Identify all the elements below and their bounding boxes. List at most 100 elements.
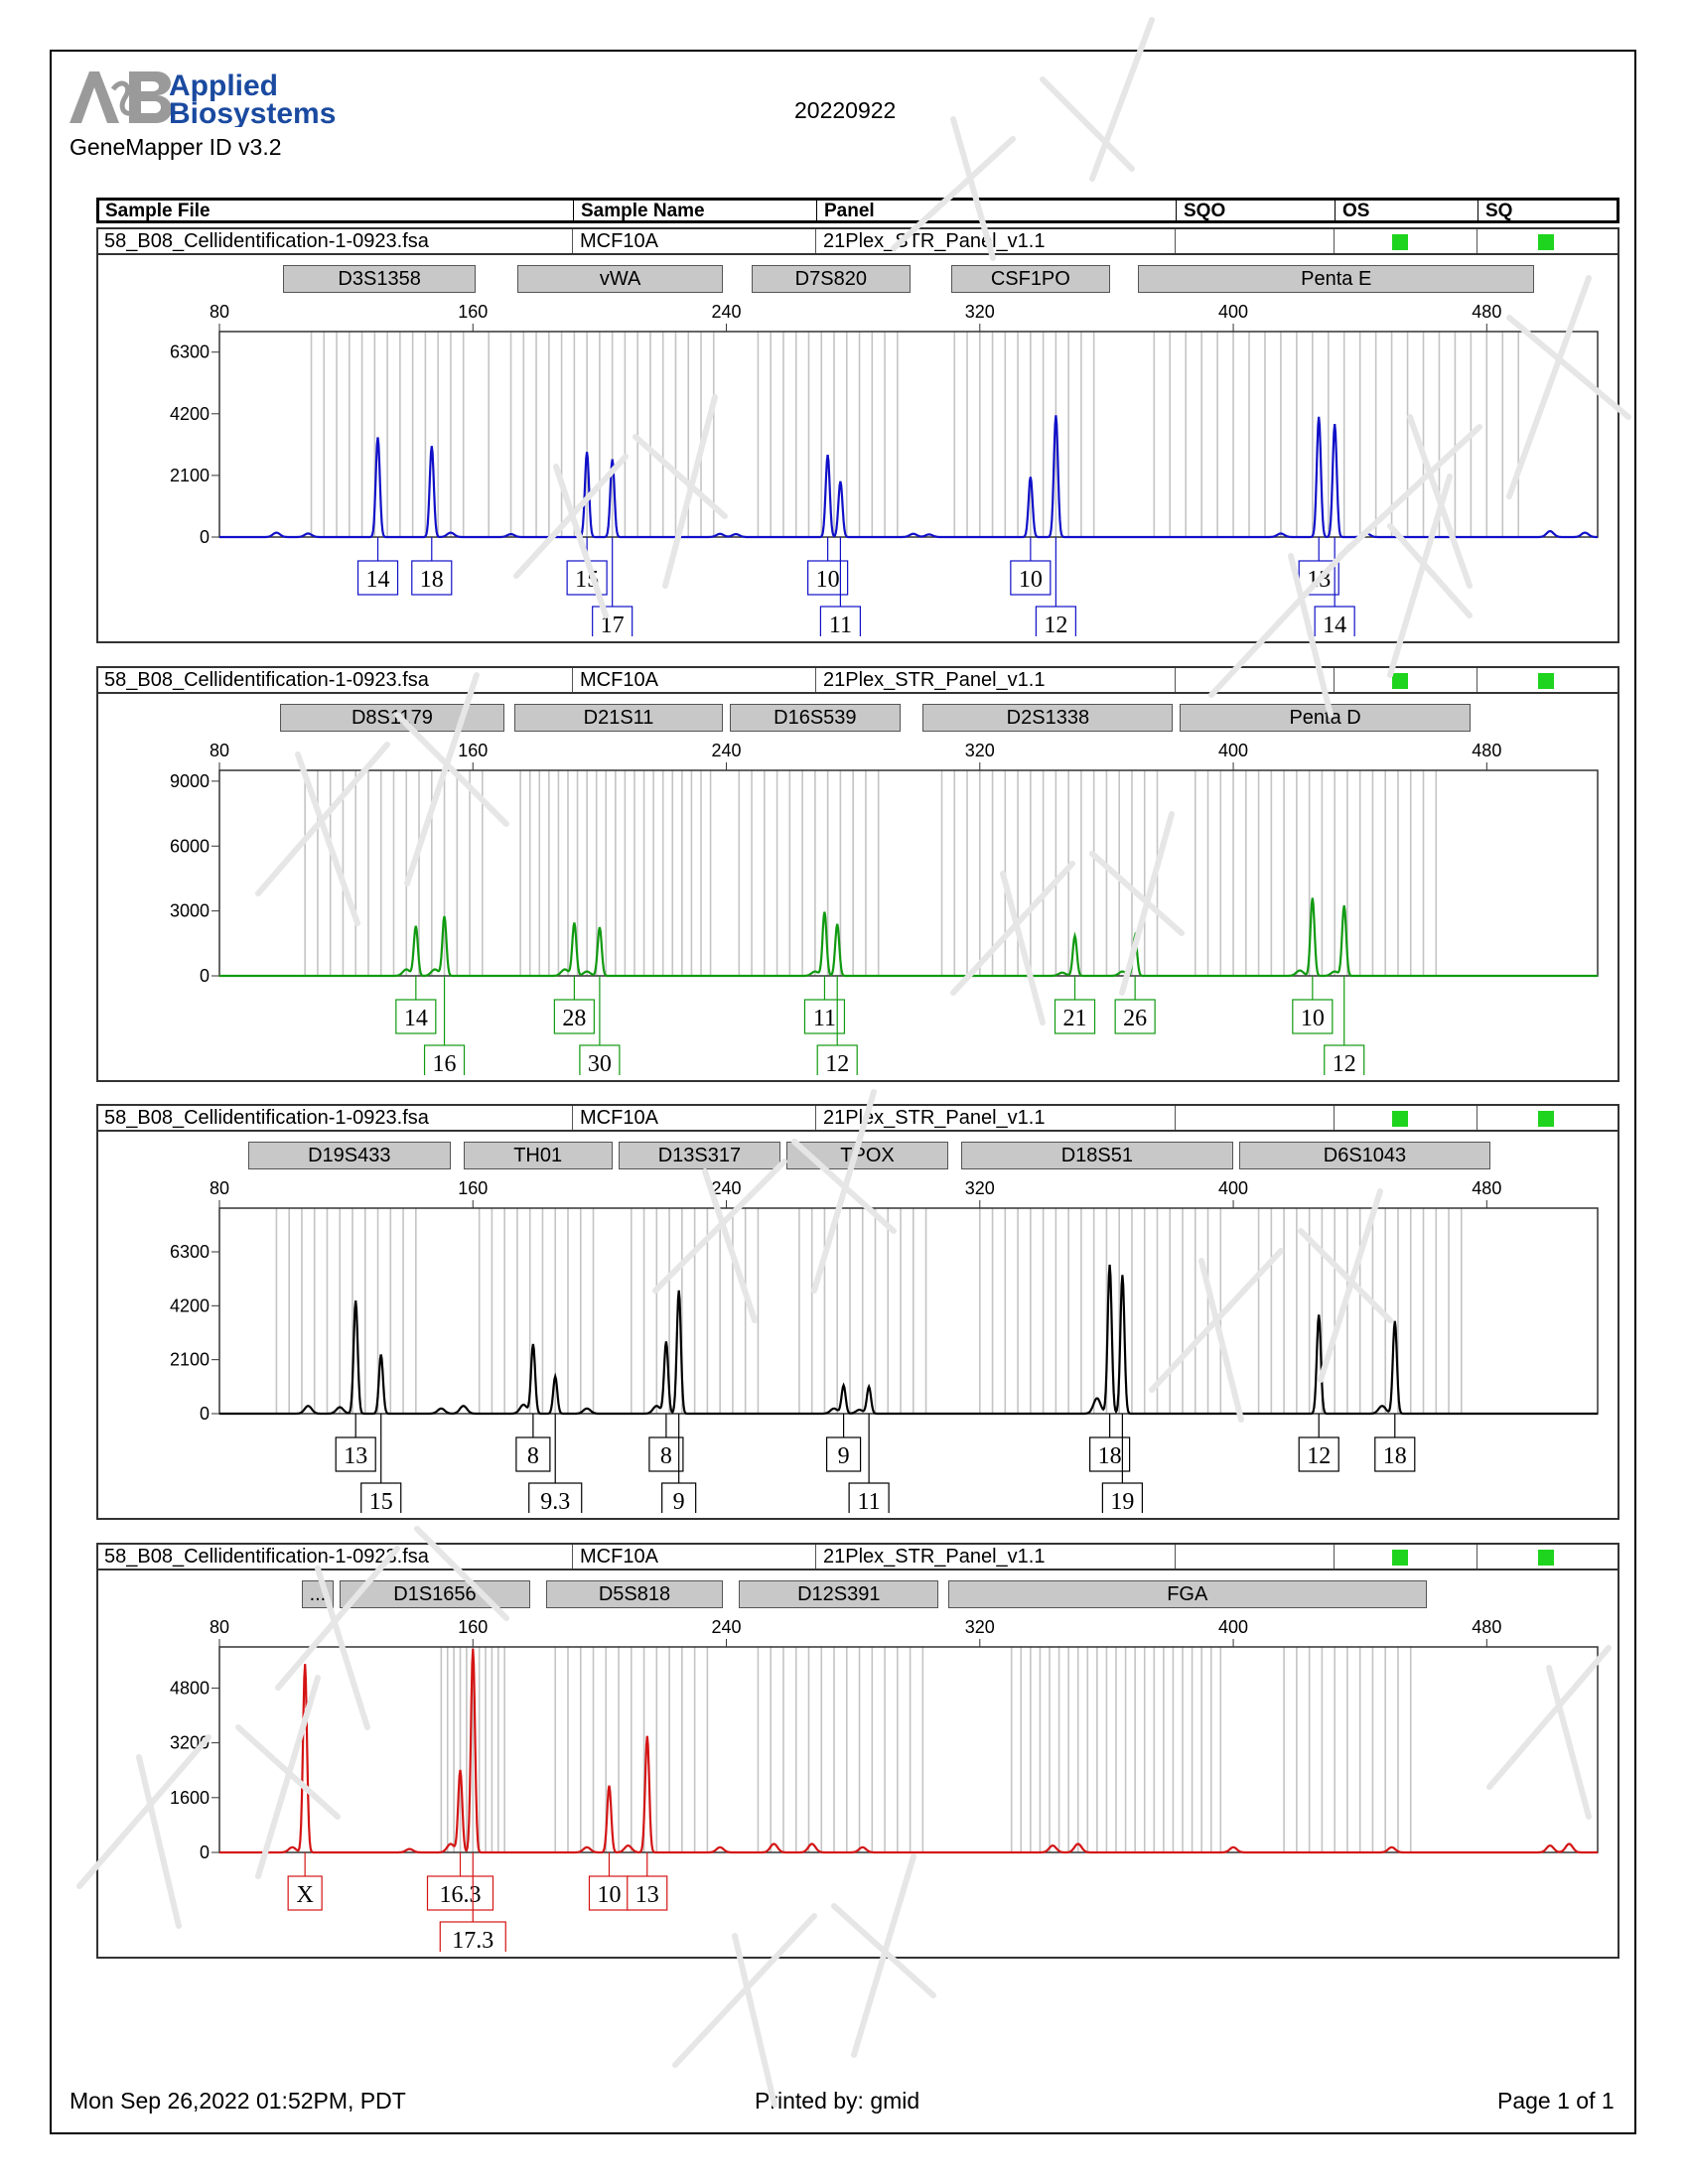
- y-tick-label: 4200: [170, 404, 210, 424]
- allele-call-label: 8: [660, 1443, 672, 1469]
- sample-name-cell: MCF10A: [580, 669, 658, 691]
- allele-call-box: [1374, 1436, 1416, 1472]
- locus-marker[interactable]: D19S433: [247, 1142, 451, 1169]
- allele-call-label: 12: [825, 1051, 849, 1075]
- allele-call-box: [588, 1875, 631, 1911]
- allele-call-box: [356, 560, 399, 596]
- locus-marker[interactable]: CSF1PO: [951, 265, 1110, 293]
- footer-date: Mon Sep 26,2022 01:52PM, PDT: [70, 2088, 406, 2114]
- col-sq: SQ: [1485, 201, 1513, 221]
- locus-marker[interactable]: FGA: [947, 1580, 1427, 1608]
- locus-marker[interactable]: D16S539: [729, 704, 902, 732]
- x-tick-label: 160: [458, 1178, 488, 1198]
- allele-call-box: [395, 999, 437, 1034]
- allele-call-label: 28: [562, 1006, 586, 1031]
- allele-call-box: [360, 1482, 402, 1513]
- locus-marker[interactable]: D18S51: [960, 1142, 1234, 1169]
- software-version: GeneMapper ID v3.2: [70, 134, 282, 160]
- sample-name-cell: MCF10A: [580, 230, 658, 252]
- x-tick-label: 240: [712, 741, 742, 760]
- y-tick-label: 3200: [170, 1733, 210, 1753]
- x-tick-label: 480: [1472, 1617, 1501, 1637]
- signal-trace: [219, 1264, 1598, 1416]
- electropherogram-plot: 80 160 240 320 400 4800210042006300131589.389…: [170, 1178, 1599, 1513]
- locus-marker[interactable]: TH01: [463, 1142, 613, 1169]
- locus-marker[interactable]: vWA: [516, 265, 724, 293]
- y-tick-label: 6300: [170, 342, 210, 362]
- allele-call-label: 30: [588, 1051, 612, 1075]
- allele-call-label: 19: [1110, 1489, 1134, 1513]
- allele-call-label: 26: [1123, 1006, 1147, 1031]
- allele-call-label: 11: [813, 1006, 836, 1031]
- allele-call-label: 16: [433, 1051, 457, 1075]
- signal-trace: [219, 1648, 1598, 1854]
- col-panel: Panel: [824, 201, 875, 221]
- plot-frame: [218, 1646, 1599, 1853]
- allele-call-box: [411, 560, 453, 596]
- allele-call-label: 14: [366, 567, 390, 593]
- locus-marker[interactable]: D5S818: [545, 1580, 724, 1608]
- panel-cell: 21Plex_STR_Panel_v1.1: [823, 669, 1046, 691]
- x-tick-label: 480: [1472, 741, 1501, 760]
- allele-call-box: [335, 1436, 376, 1472]
- y-tick-label: 6300: [170, 1242, 210, 1262]
- col-sample-file: Sample File: [105, 201, 211, 221]
- locus-marker[interactable]: D12S391: [739, 1580, 939, 1608]
- allele-call-label: 9: [673, 1489, 685, 1513]
- allele-call-label: 11: [858, 1489, 881, 1513]
- x-tick-label: 320: [965, 741, 995, 760]
- y-tick-label: 0: [200, 1843, 210, 1862]
- y-tick-label: 2100: [170, 466, 210, 485]
- allele-call-label: X: [296, 1882, 313, 1908]
- allele-call-box: [423, 1044, 466, 1075]
- electropherogram-panel: 58_B08_Cellidentification-1-0923.fsa MCF1…: [96, 1543, 1619, 1959]
- allele-call-label: 15: [575, 567, 599, 593]
- allele-call-box: [1101, 1482, 1143, 1513]
- allele-call-box: [819, 606, 861, 636]
- allele-call-label: 14: [404, 1006, 428, 1031]
- x-tick-label: 400: [1218, 302, 1248, 322]
- y-tick-label: 3000: [170, 901, 210, 921]
- locus-marker[interactable]: D7S820: [752, 265, 911, 293]
- sample-file-cell: 58_B08_Cellidentification-1-0923.fsa: [104, 230, 429, 252]
- col-sample-name: Sample Name: [581, 201, 705, 221]
- locus-marker[interactable]: D2S1338: [922, 704, 1174, 732]
- logo-text-applied: Applied: [169, 69, 278, 102]
- allele-call-label: 13: [1307, 567, 1331, 593]
- allele-call-box: [1035, 606, 1076, 636]
- y-tick-label: 4200: [170, 1296, 210, 1315]
- allele-call-label: 21: [1063, 1006, 1087, 1031]
- sample-file-cell: 58_B08_Cellidentification-1-0923.fsa: [104, 1107, 429, 1129]
- plot-frame: [218, 769, 1599, 977]
- electropherogram-panel: 58_B08_Cellidentification-1-0923.fsa MCF1…: [96, 227, 1619, 643]
- x-tick-label: 240: [712, 1178, 742, 1198]
- allele-call-box: [648, 1436, 684, 1472]
- y-tick-label: 0: [200, 527, 210, 547]
- page-border: [50, 50, 1636, 2134]
- logo-text-biosystems: Biosystems: [169, 97, 336, 127]
- allele-call-box: [848, 1482, 890, 1513]
- x-tick-label: 240: [712, 1617, 742, 1637]
- locus-marker[interactable]: D21S11: [513, 704, 724, 732]
- report-date: 20220922: [794, 97, 897, 123]
- x-tick-label: 400: [1218, 1617, 1248, 1637]
- os-status-indicator: [1392, 1550, 1408, 1566]
- sq-status-indicator: [1538, 234, 1554, 250]
- signal-trace: [219, 897, 1598, 978]
- allele-call-label: 18: [1098, 1443, 1122, 1469]
- x-tick-label: 240: [712, 302, 742, 322]
- allele-call-box: [661, 1482, 697, 1513]
- allele-call-label: 10: [816, 567, 840, 593]
- applied-biosystems-logo: Applied Biosystems: [70, 68, 348, 130]
- col-sqo: SQO: [1184, 201, 1226, 221]
- allele-call-label: 17.3: [452, 1928, 493, 1952]
- allele-call-label: 10: [1019, 567, 1043, 593]
- locus-marker[interactable]: D3S1358: [282, 265, 477, 293]
- allele-call-label: 12: [1044, 613, 1067, 636]
- panel-cell: 21Plex_STR_Panel_v1.1: [823, 1546, 1046, 1568]
- allele-call-box: [816, 1044, 858, 1075]
- os-status-indicator: [1392, 234, 1408, 250]
- locus-marker[interactable]: D6S1043: [1239, 1142, 1490, 1169]
